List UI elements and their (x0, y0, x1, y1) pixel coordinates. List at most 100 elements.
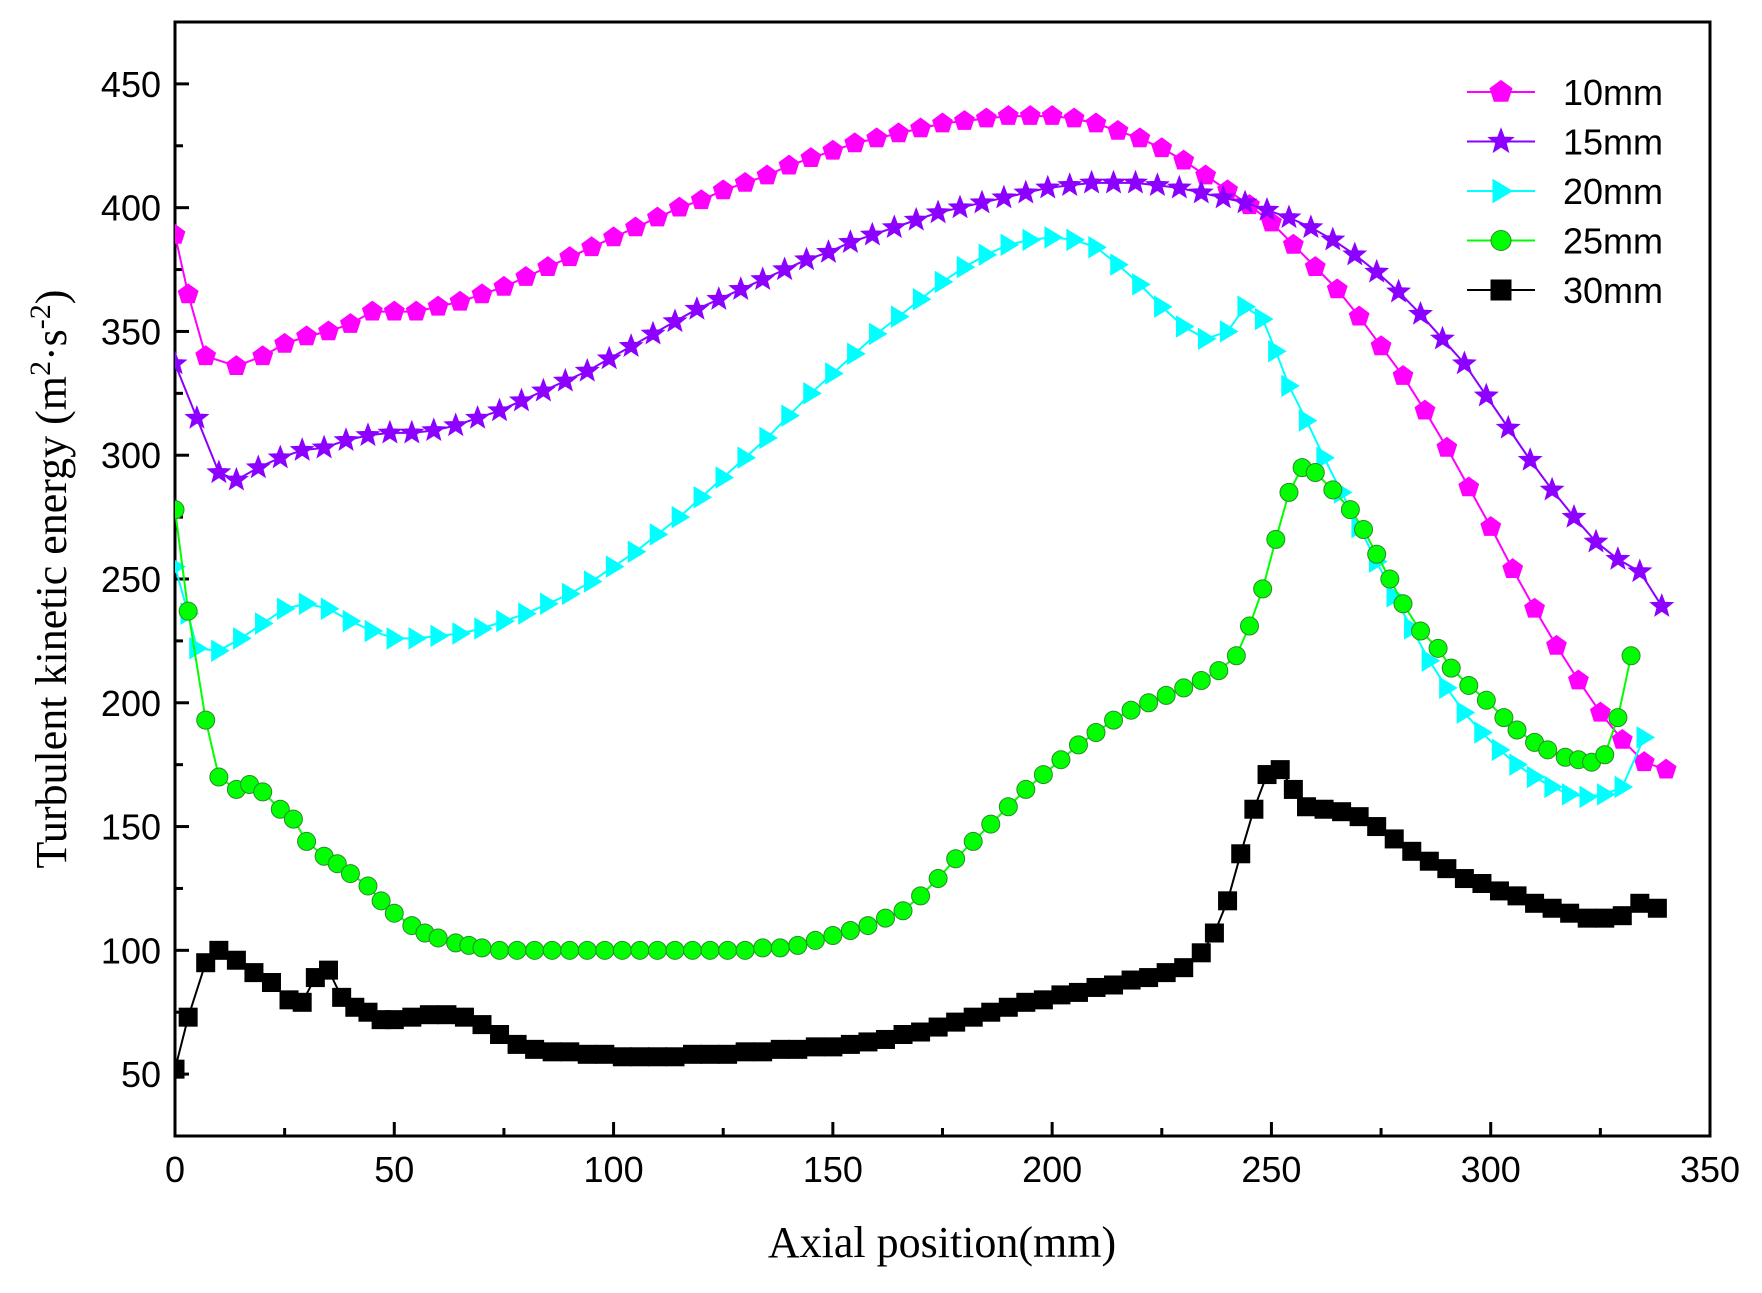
data-point (289, 437, 315, 461)
y-axis-title-mid: ·s (27, 329, 76, 361)
data-point (595, 940, 615, 960)
data-point (618, 333, 644, 357)
legend-item: 20mm (1467, 171, 1663, 212)
data-point (358, 876, 378, 896)
x-axis-title: Axial position(mm) (768, 1218, 1116, 1267)
data-point (402, 1007, 422, 1027)
data-point (803, 382, 822, 405)
data-point (734, 171, 756, 192)
data-point (1297, 797, 1317, 817)
data-point (562, 582, 581, 606)
data-point (1495, 414, 1521, 439)
data-point (1627, 558, 1653, 583)
data-point (175, 500, 185, 520)
data-point (823, 1037, 843, 1057)
data-point (542, 1042, 562, 1062)
data-point (1283, 779, 1303, 799)
data-point (223, 466, 249, 491)
data-point (596, 345, 622, 370)
data-point (823, 925, 843, 945)
data-point (1107, 119, 1129, 140)
data-point (956, 255, 976, 279)
data-point (540, 592, 559, 615)
data-point (947, 194, 973, 219)
data-point (1270, 760, 1290, 780)
data-point (1195, 164, 1217, 185)
data-point (684, 296, 710, 320)
data-point (297, 831, 317, 851)
data-point (196, 710, 216, 730)
data-point (1209, 661, 1229, 681)
data-point (1282, 233, 1304, 254)
data-point (1174, 958, 1194, 978)
data-point (508, 387, 534, 412)
data-point (311, 434, 337, 459)
data-point (1568, 669, 1589, 690)
data-point (788, 935, 808, 955)
plot-frame (173, 20, 1712, 1138)
data-point (518, 602, 537, 625)
data-point (1546, 634, 1567, 655)
data-point (683, 1044, 703, 1064)
data-point (1437, 859, 1457, 879)
data-point (847, 342, 866, 365)
data-point (683, 940, 703, 960)
y-tick-label: 50 (121, 1054, 161, 1095)
data-point (274, 332, 296, 353)
data-point (1173, 149, 1195, 170)
data-point (1454, 869, 1474, 889)
data-point (233, 627, 252, 650)
data-point (465, 404, 491, 429)
data-point (384, 903, 404, 923)
data-point (1156, 963, 1176, 983)
data-point (1419, 851, 1439, 871)
data-point (1411, 621, 1431, 641)
data-point (647, 1047, 667, 1067)
data-point (890, 305, 910, 328)
series-30mm (175, 760, 1667, 1079)
data-point (427, 295, 449, 316)
legend-label: 25mm (1563, 221, 1663, 262)
data-point (583, 570, 603, 593)
y-axis-title-sup1: 2 (24, 361, 57, 376)
data-point (1051, 985, 1071, 1005)
data-point (1314, 799, 1334, 819)
data-point (1253, 579, 1273, 599)
data-point (496, 609, 515, 633)
data-point (1129, 127, 1151, 148)
data-point (1441, 658, 1461, 678)
data-point (1630, 893, 1650, 913)
data-point (1421, 649, 1441, 672)
data-point (1526, 765, 1546, 789)
data-point (355, 422, 381, 447)
data-point (625, 216, 646, 237)
data-point (728, 276, 754, 300)
data-point (1232, 189, 1258, 214)
data-point (419, 1005, 439, 1025)
data-point (1429, 325, 1455, 350)
data-point (1254, 197, 1280, 221)
y-axis-title: Turbulent kinetic energy (m2·s-2) (24, 290, 76, 869)
data-point (1254, 307, 1274, 331)
data-point (1044, 226, 1064, 249)
data-point (226, 355, 247, 375)
data-point (840, 1034, 860, 1054)
data-point (209, 940, 229, 960)
data-point (718, 1044, 738, 1064)
data-point (735, 940, 755, 960)
data-point (371, 891, 391, 911)
data-point (525, 1039, 545, 1059)
data-point (1456, 701, 1476, 724)
data-point (267, 444, 293, 469)
data-point (195, 345, 217, 366)
data-point (386, 627, 406, 650)
data-point (1304, 256, 1326, 276)
data-point (1364, 258, 1390, 283)
data-point (1101, 169, 1127, 194)
data-point (1305, 463, 1325, 483)
data-point (1386, 278, 1412, 303)
data-point (1494, 708, 1514, 728)
data-point (1266, 529, 1286, 549)
data-point (1035, 174, 1061, 199)
